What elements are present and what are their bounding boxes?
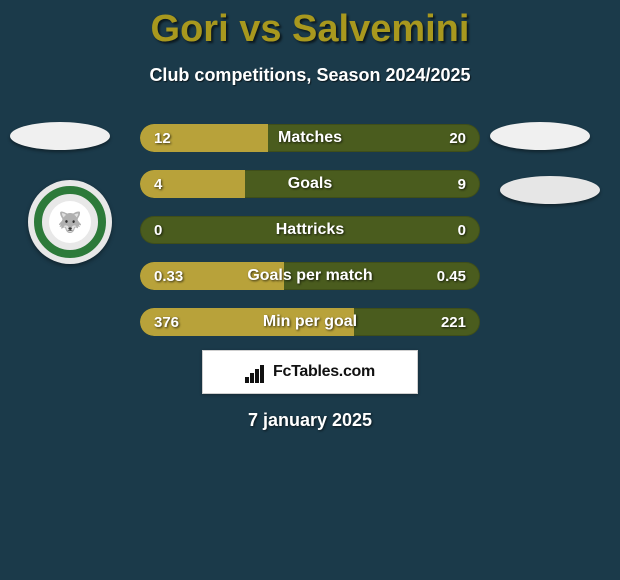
badge-glyph: 🐺 — [58, 210, 83, 235]
stat-bar: 376221Min per goal — [140, 308, 480, 336]
stat-right-value: 20 — [449, 124, 466, 152]
bar-chart-icon — [245, 361, 267, 383]
badge-center: 🐺 — [49, 201, 91, 243]
stat-left-value: 0 — [154, 216, 162, 244]
page-title: Gori vs Salvemini — [0, 0, 620, 51]
stat-left-value: 4 — [154, 170, 162, 198]
left-club-badge: 🐺 — [28, 180, 112, 264]
brand-box: FcTables.com — [202, 350, 418, 394]
date-text: 7 january 2025 — [0, 410, 620, 431]
stat-bar: 0 0Hattricks — [140, 216, 480, 244]
right-club-badge-placeholder — [500, 176, 600, 204]
subtitle: Club competitions, Season 2024/2025 — [0, 65, 620, 86]
stat-right-value: 9 — [458, 170, 466, 198]
stat-right-value: 0.45 — [437, 262, 466, 290]
stat-right-value: 0 — [458, 216, 466, 244]
stat-bar: 1220Matches — [140, 124, 480, 152]
brand-text: FcTables.com — [273, 363, 375, 381]
stat-bar: 0.330.45Goals per match — [140, 262, 480, 290]
stat-bar: 49Goals — [140, 170, 480, 198]
stat-left-value: 12 — [154, 124, 171, 152]
stat-right-value: 221 — [441, 308, 466, 336]
comparison-bars: 1220Matches49Goals00Hattricks0.330.45Goa… — [140, 124, 480, 354]
stat-left-value: 376 — [154, 308, 179, 336]
stat-label: Hattricks — [140, 216, 480, 244]
right-player-photo-placeholder — [490, 122, 590, 150]
left-player-photo-placeholder — [10, 122, 110, 150]
stat-left-value: 0.33 — [154, 262, 183, 290]
